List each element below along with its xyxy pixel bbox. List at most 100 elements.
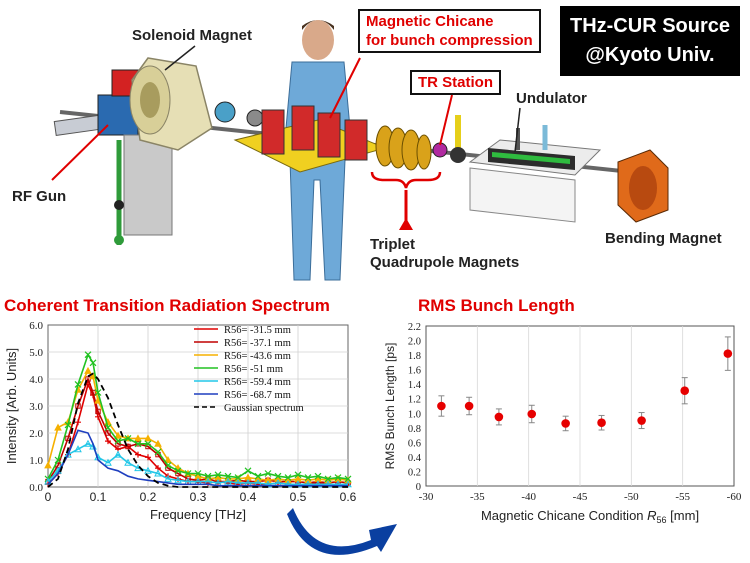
data-point [114,437,122,445]
x-tick-label: -55 [675,491,690,503]
data-point [64,421,72,429]
data-point [84,439,92,447]
bending-magnet-label: Bending Magnet [605,230,722,247]
y-tick-label: 0.8 [408,424,421,435]
data-point [244,467,252,475]
data-point [204,472,212,480]
y-tick-label: 6.0 [29,320,43,332]
curved-arrow [287,508,397,555]
rms-bunch-chart: 0 0.2 0.4 0.6 0.8 1.0 1.2 1.4 1.6 1.8 2.0 2.2 -30 -35… [383,322,742,525]
data-point [105,430,111,436]
data-point [334,474,342,481]
data-point [75,419,81,426]
bending-magnet-shape [617,149,669,223]
data-point [44,461,52,469]
data-point [94,389,102,396]
y-tick-label: 1.6 [408,366,421,377]
undulator-shape [468,125,602,223]
triplet-line2: Quadrupole Magnets [370,254,520,271]
x-tick-label: -40 [521,491,536,503]
y-tick-label: 0.2 [408,467,421,478]
x-tick-label: 0 [45,490,52,504]
data-point [344,475,352,483]
series-line-5 [47,429,348,487]
series-line-6 [47,372,348,488]
data-point [464,401,474,411]
data-point [84,351,92,359]
data-point [134,434,142,442]
legend-entry: R56= -68.7 mm [224,390,291,401]
x-tick-label: -45 [573,491,588,503]
chicane-pointer [329,57,361,119]
y-tick-label: 3.0 [29,401,43,413]
data-point [304,476,312,484]
data-point [54,456,62,464]
data-point [224,472,232,480]
x-tick-label: 0.1 [90,490,107,504]
x-axis-label: Magnetic Chicane Condition R56 [mm] [481,508,699,525]
x-tick-label: -35 [470,491,485,503]
beamline-illustration [51,20,669,281]
y-tick-label: 4.0 [29,374,43,386]
data-point [114,431,122,439]
data-point [144,440,152,448]
data-point [264,476,272,484]
rf-gun-label: RF Gun [12,188,67,205]
beamline-diagram [51,20,669,281]
data-point [144,434,152,442]
rf-gun-pointer [51,124,109,181]
solenoid-pointer [164,45,196,71]
solenoid-magnet-shape [129,57,213,151]
data-point [597,418,606,428]
y-tick-label: 2.0 [408,337,421,348]
x-tick-label: 0.5 [290,490,307,504]
data-point [164,455,172,463]
data-point [134,440,142,448]
data-point [74,445,82,453]
data-point [135,451,141,458]
data-point [154,469,162,477]
data-point [89,359,97,367]
x-tick-label: 0.2 [140,490,157,504]
triplet-quads [375,125,432,171]
x-tick-label: 0.6 [340,490,357,504]
data-point [74,380,82,388]
data-point [104,424,112,432]
magnetic-chicane-label: Magnetic Chicane for bunch compression [358,9,541,53]
data-point [124,458,132,466]
data-point [274,474,282,482]
data-point [437,401,446,411]
data-point [114,450,122,458]
y-tick-label: 5.0 [29,347,43,359]
data-point [637,416,646,425]
data-point [723,349,733,358]
data-point [304,474,312,481]
triplet-label: Triplet Quadrupole Magnets [370,236,519,272]
rms-bunch-title: RMS Bunch Length [418,296,575,315]
data-point [154,448,162,456]
data-point [264,470,272,477]
y-tick-label: 2.2 [408,322,421,333]
data-point [284,476,292,484]
data-point [145,454,151,461]
data-point [284,474,292,481]
y-tick-label: 1.0 [29,455,43,467]
y-tick-label: 1.4 [408,380,422,391]
y-tick-label: 1.2 [408,395,421,406]
y-axis-label: Intensity [Arb. Units] [4,348,19,464]
y-tick-label: 0.4 [408,453,422,464]
x-tick-label: -60 [727,491,742,503]
data-point [680,386,690,396]
chicane-line2: for bunch compression [366,32,533,49]
y-tick-label: 1.8 [408,351,421,362]
legend-entry: R56= -37.1 mm [224,338,291,349]
triplet-line1: Triplet [370,236,416,253]
series-line-3 [47,352,349,480]
legend-entry: R56= -59.4 mm [224,377,291,388]
data-point [224,477,232,485]
legend-entry: R56= -31.5 mm [224,325,291,336]
solenoid-magnet-label: Solenoid Magnet [132,27,252,44]
data-point [124,434,132,442]
source-title-box: THz-CUR Source @Kyoto Univ. [560,6,740,76]
chicane-line1: Magnetic Chicane [366,13,494,30]
